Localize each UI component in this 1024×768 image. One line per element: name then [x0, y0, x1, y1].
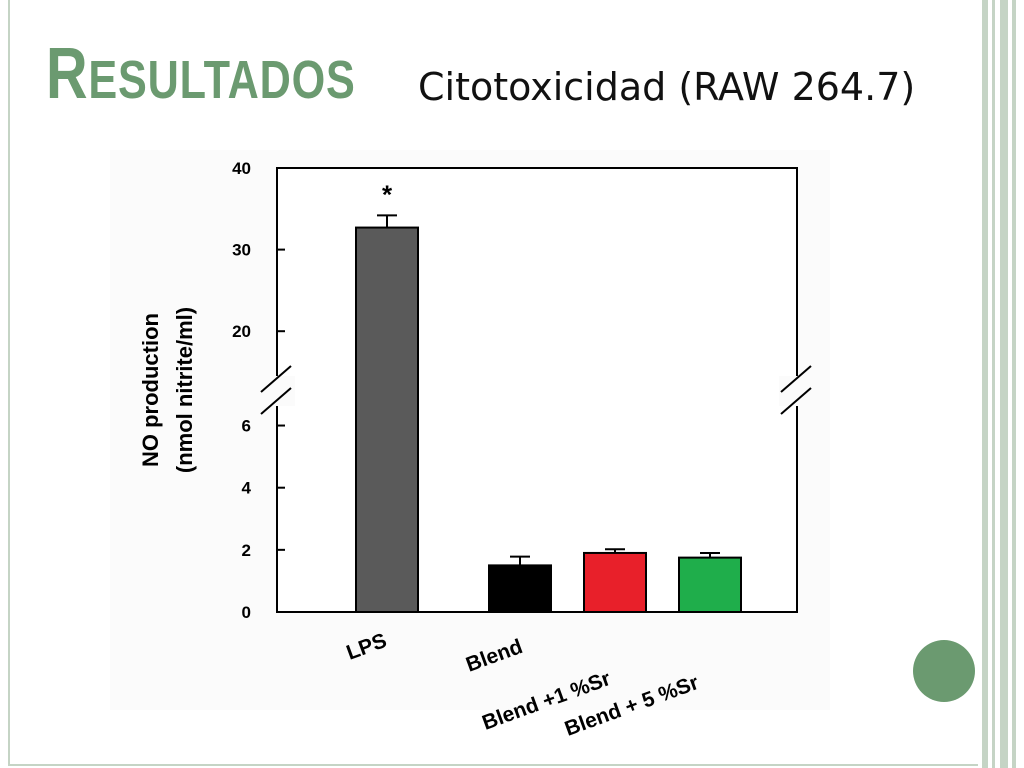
y-axis-label-line-2: (nmol nitrite/ml) — [172, 307, 197, 473]
y-tick-label-0: 0 — [242, 603, 251, 622]
left-axis-break-gap — [259, 376, 295, 406]
left-axis-break-line-upper — [260, 365, 292, 393]
y-tick-label-20: 20 — [232, 322, 251, 341]
y-tick-label-4: 4 — [242, 479, 252, 498]
y-tick-label-30: 30 — [232, 241, 251, 260]
significance-marker-0: * — [382, 179, 393, 209]
slide-title: Resultados — [46, 38, 356, 110]
y-tick-label-6: 6 — [242, 417, 251, 436]
y-tick-label-40: 40 — [232, 159, 251, 178]
decorative-circle — [913, 640, 975, 702]
slide-frame — [8, 0, 978, 766]
side-decoration — [978, 0, 1024, 768]
right-axis-break-gap — [779, 376, 815, 406]
bar-2 — [583, 551, 647, 614]
slide-subtitle: Citotoxicidad (RAW 264.7) — [418, 65, 916, 109]
title-rest: esultados — [88, 50, 356, 110]
bar-3 — [678, 556, 742, 613]
y-axis-label-line-1: NO production — [138, 313, 163, 467]
y-tick-label-2: 2 — [242, 541, 251, 560]
right-axis-break-line-upper — [780, 365, 812, 393]
title-initial: R — [46, 34, 89, 114]
bar-0 — [355, 226, 419, 613]
bar-1 — [488, 564, 552, 614]
right-axis-break-line-lower — [780, 387, 812, 415]
left-axis-break-line-lower — [260, 387, 292, 415]
